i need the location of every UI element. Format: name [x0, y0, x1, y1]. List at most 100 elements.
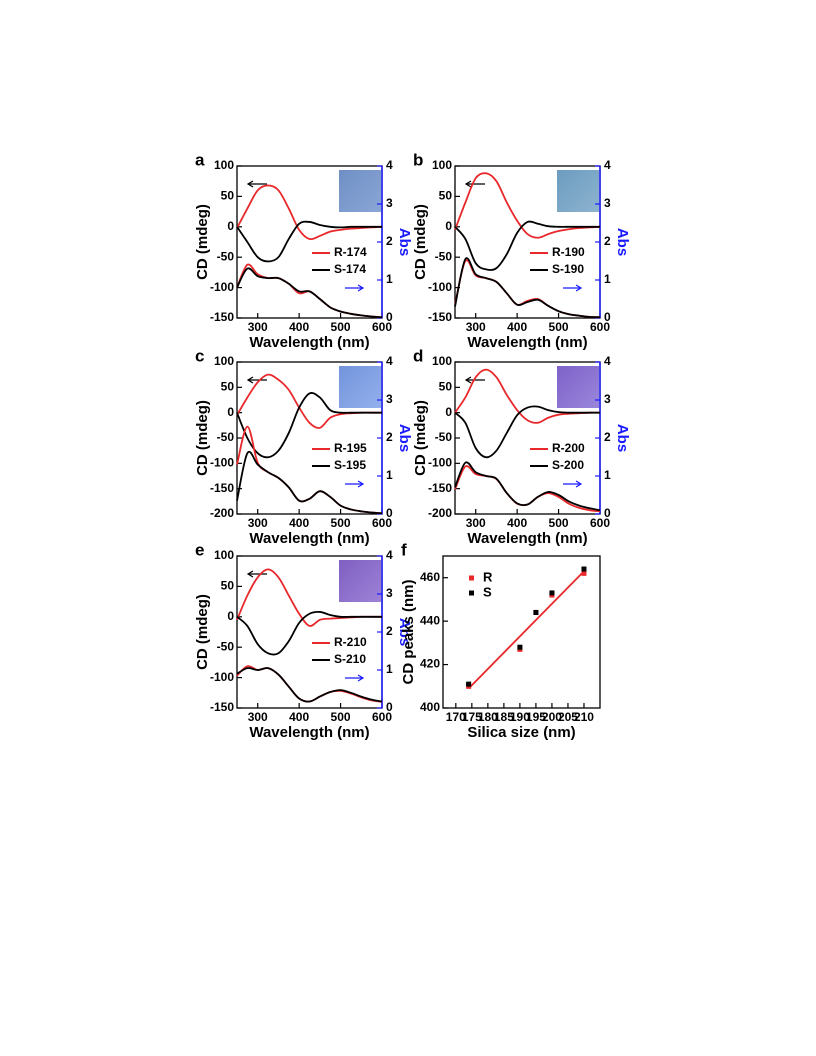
y-tick-label: -150: [428, 310, 452, 324]
y-tick-label: 50: [439, 189, 453, 203]
y2-tick-label: 2: [386, 430, 393, 444]
inset-photo: [557, 366, 599, 408]
panel-label: a: [195, 150, 205, 169]
point: [517, 644, 523, 650]
y-tick-label: 0: [227, 405, 234, 419]
y-axis-title: CD (mdeg): [194, 594, 211, 670]
y2-tick-label: 4: [386, 354, 393, 368]
x-tick-label: 175: [462, 710, 482, 724]
point: [533, 609, 539, 615]
point: [581, 566, 587, 572]
y2-tick-label: 1: [386, 468, 393, 482]
x-tick-label: 600: [372, 710, 392, 724]
inset-photo: [557, 170, 599, 212]
legend-label: R-210: [334, 635, 367, 649]
y2-axis-title: Abs: [614, 424, 631, 452]
x-tick-label: 200: [542, 710, 562, 724]
y2-tick-label: 2: [386, 234, 393, 248]
legend-swatch: [469, 575, 474, 581]
y-tick-label: -100: [428, 456, 452, 470]
y-tick-label: 50: [439, 380, 453, 394]
y-axis-title: CD (mdeg): [412, 204, 429, 280]
y-tick-label: 420: [420, 657, 440, 671]
arrow-right: [345, 284, 365, 292]
panel-label: b: [413, 150, 423, 169]
y2-tick-label: 3: [604, 392, 611, 406]
y-tick-label: -200: [210, 506, 234, 520]
inset-photo: [339, 170, 381, 212]
x-tick-label: 300: [248, 516, 268, 530]
fit-line: [467, 570, 585, 690]
y-tick-label: -100: [428, 280, 452, 294]
arrow-right: [563, 480, 583, 488]
y2-tick-label: 0: [604, 506, 611, 520]
y-axis-title: CD peaks (nm): [400, 579, 417, 684]
y2-tick-label: 3: [386, 196, 393, 210]
x-axis-title: Wavelength (nm): [249, 530, 369, 547]
arrow-right: [563, 284, 583, 292]
y-tick-label: 50: [221, 579, 235, 593]
y-tick-label: 100: [214, 354, 234, 368]
legend-label: R: [483, 569, 493, 584]
y2-axis-title: Abs: [396, 424, 413, 452]
y-tick-label: 400: [420, 700, 440, 714]
cd-line: [236, 267, 383, 319]
point: [549, 590, 555, 596]
arrow-left: [464, 376, 485, 384]
y2-axis-title: Abs: [396, 618, 413, 646]
plot-frame: [442, 555, 601, 709]
y2-axis-title: Abs: [614, 228, 631, 256]
legend-label: R-195: [334, 441, 367, 455]
x-tick-label: 600: [590, 516, 610, 530]
y-tick-label: 0: [227, 219, 234, 233]
legend-label: R-200: [552, 441, 585, 455]
x-tick-label: 500: [331, 710, 351, 724]
legend-label: S-195: [334, 458, 366, 472]
y-tick-label: -100: [210, 456, 234, 470]
y2-axis-title: Abs: [396, 228, 413, 256]
x-tick-label: 600: [372, 320, 392, 334]
y-tick-label: -200: [428, 506, 452, 520]
x-axis-title: Wavelength (nm): [467, 530, 587, 547]
arrow-left: [246, 376, 267, 384]
legend-label: S: [483, 584, 492, 599]
x-tick-label: 500: [331, 320, 351, 334]
panel: a 300 400 500 600 -150 -100 -50 0 50 100 0 1 2 3 4 Abs CD…: [194, 150, 413, 350]
y-tick-label: 460: [420, 570, 440, 584]
point: [581, 570, 587, 576]
panel-label: f: [401, 540, 407, 559]
x-tick-label: 500: [331, 516, 351, 530]
cd-line: [236, 184, 383, 241]
panel: b 300 400 500 600 -150 -100 -50 0 50 100 0 1 2 3 4 Abs CD…: [412, 150, 631, 350]
y2-tick-label: 0: [386, 310, 393, 324]
x-tick-label: 400: [289, 710, 309, 724]
x-tick-label: 170: [446, 710, 466, 724]
x-tick-label: 400: [289, 320, 309, 334]
panel: e 300 400 500 600 -150 -100 -50 0 50 100 0 1 2 3 4 Abs CD…: [194, 540, 413, 740]
y2-tick-label: 2: [386, 624, 393, 638]
y-tick-label: 0: [445, 219, 452, 233]
x-tick-label: 600: [372, 516, 392, 530]
x-tick-label: 190: [510, 710, 530, 724]
x-tick-label: 500: [549, 320, 569, 334]
y-tick-label: 440: [420, 613, 440, 627]
y2-tick-label: 3: [604, 196, 611, 210]
y2-tick-label: 3: [386, 392, 393, 406]
legend-label: R-174: [334, 245, 367, 259]
y-tick-label: -150: [210, 700, 234, 714]
panel-label: d: [413, 346, 423, 365]
point: [466, 681, 472, 687]
cd-line: [236, 392, 382, 459]
y2-tick-label: 1: [386, 272, 393, 286]
x-tick-label: 500: [549, 516, 569, 530]
y-axis-title: CD (mdeg): [194, 204, 211, 280]
x-tick-label: 400: [507, 320, 527, 334]
legend-swatch: [469, 590, 474, 596]
x-tick-label: 205: [558, 710, 578, 724]
y2-tick-label: 2: [604, 234, 611, 248]
y-tick-label: 100: [214, 548, 234, 562]
y2-tick-label: 4: [604, 158, 611, 172]
legend-label: R-190: [552, 245, 585, 259]
